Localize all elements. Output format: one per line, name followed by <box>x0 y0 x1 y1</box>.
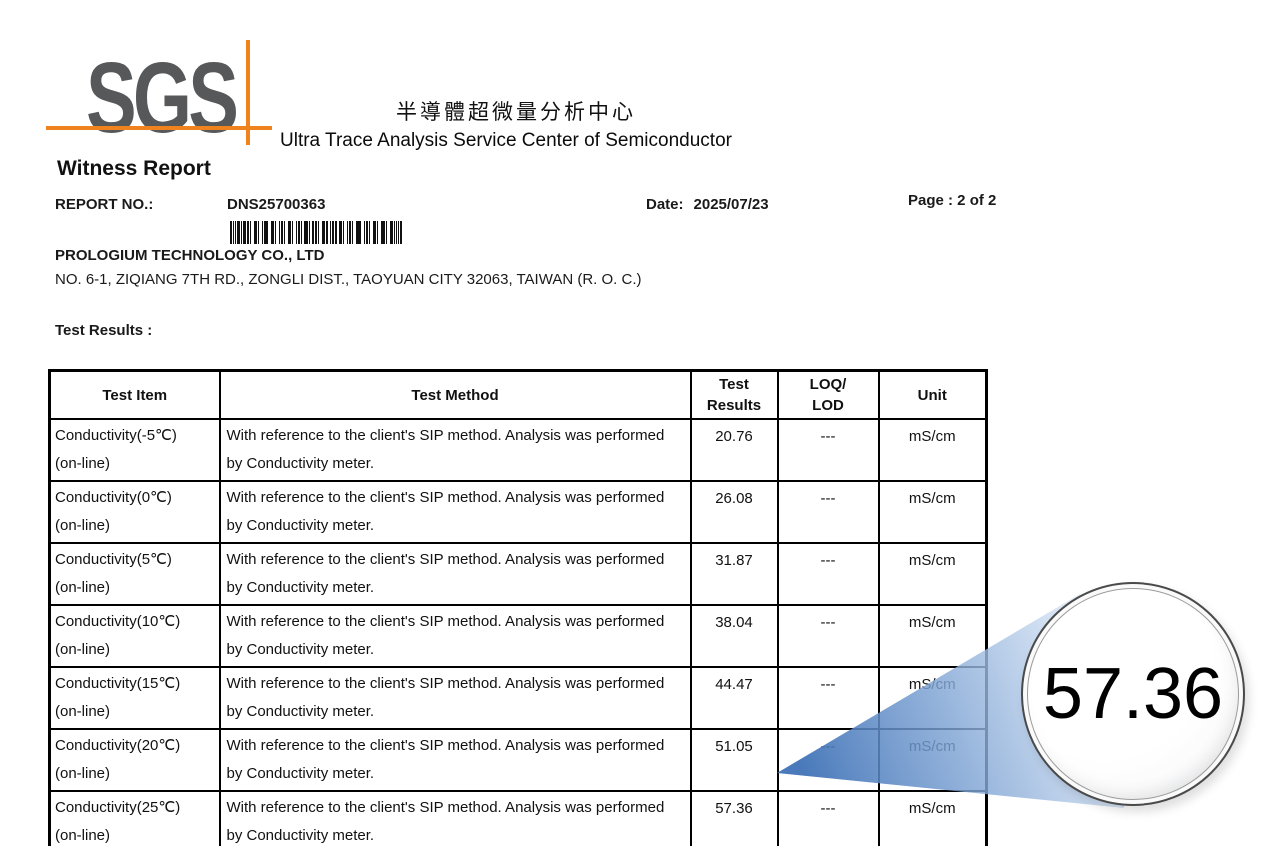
test-result-cell: 51.05 <box>689 728 779 792</box>
table-row: Conductivity(20℃) (on-line) With referenc… <box>48 728 988 792</box>
test-result-cell: 20.76 <box>689 418 779 482</box>
test-method-cell: With reference to the client's SIP metho… <box>218 728 692 792</box>
loq-lod-cell: --- <box>776 480 880 544</box>
table-row: Conductivity(-5℃) (on-line) With referenc… <box>48 418 988 482</box>
test-method-cell: With reference to the client's SIP metho… <box>218 542 692 606</box>
table-row: Conductivity(10℃) (on-line) With referenc… <box>48 604 988 668</box>
magnifier-lens: 57.36 <box>1021 582 1245 806</box>
test-result-cell: 44.47 <box>689 666 779 730</box>
test-item-cell: Conductivity(15℃) (on-line) <box>48 666 221 730</box>
test-item-cell: Conductivity(25℃) (on-line) <box>48 790 221 846</box>
test-method-cell: With reference to the client's SIP metho… <box>218 790 692 846</box>
test-item-cell: Conductivity(5℃) (on-line) <box>48 542 221 606</box>
sgs-logo: SGS <box>86 42 239 154</box>
page-indicator: Page : 2 of 2 <box>908 192 997 209</box>
company-address: NO. 6-1, ZIQIANG 7TH RD., ZONGLI DIST., … <box>55 271 642 288</box>
table-row: Conductivity(5℃) (on-line) With reference… <box>48 542 988 606</box>
test-method-cell: With reference to the client's SIP metho… <box>218 604 692 668</box>
loq-lod-cell: --- <box>776 604 880 668</box>
loq-lod-cell: --- <box>776 666 880 730</box>
col-test-method: Test Method <box>218 369 692 420</box>
test-item-cell: Conductivity(10℃) (on-line) <box>48 604 221 668</box>
table-header-row: Test Item Test Method Test Results LOQ/LO… <box>48 369 988 420</box>
loq-lod-cell: --- <box>776 728 880 792</box>
report-date: Date: 2025/07/23 <box>646 196 769 213</box>
unit-cell: mS/cm <box>877 480 988 544</box>
unit-cell: mS/cm <box>877 604 988 668</box>
col-loq-lod: LOQ/LOD <box>776 369 880 420</box>
loq-lod-cell: --- <box>776 542 880 606</box>
logo-horizontal-rule <box>46 126 272 130</box>
test-item-cell: Conductivity(-5℃) (on-line) <box>48 418 221 482</box>
table-row: Conductivity(15℃) (on-line) With referenc… <box>48 666 988 730</box>
report-title: Witness Report <box>57 157 211 180</box>
col-test-item: Test Item <box>48 369 221 420</box>
test-result-cell: 31.87 <box>689 542 779 606</box>
date-label: Date: <box>646 196 684 213</box>
test-item-cell: Conductivity(0℃) (on-line) <box>48 480 221 544</box>
test-result-cell: 38.04 <box>689 604 779 668</box>
logo-vertical-rule <box>246 40 250 145</box>
unit-cell: mS/cm <box>877 790 988 846</box>
report-no-value: DNS25700363 <box>227 196 326 213</box>
unit-cell: mS/cm <box>877 666 988 730</box>
table-row: Conductivity(25℃) (on-line) With referenc… <box>48 790 988 846</box>
table-row: Conductivity(0℃) (on-line) With reference… <box>48 480 988 544</box>
test-method-cell: With reference to the client's SIP metho… <box>218 418 692 482</box>
test-item-cell: Conductivity(20℃) (on-line) <box>48 728 221 792</box>
center-title-chinese: 半導體超微量分析中心 <box>396 100 636 124</box>
test-method-cell: With reference to the client's SIP metho… <box>218 480 692 544</box>
unit-cell: mS/cm <box>877 418 988 482</box>
results-table: Test Item Test Method Test Results LOQ/LO… <box>48 369 988 846</box>
report-no-label: REPORT NO.: <box>55 196 154 213</box>
date-value: 2025/07/23 <box>693 196 769 213</box>
company-name: PROLOGIUM TECHNOLOGY CO., LTD <box>55 247 325 264</box>
test-method-cell: With reference to the client's SIP metho… <box>218 666 692 730</box>
magnified-value: 57.36 <box>1042 654 1224 734</box>
test-result-cell: 57.36 <box>689 790 779 846</box>
unit-cell: mS/cm <box>877 728 988 792</box>
loq-lod-cell: --- <box>776 790 880 846</box>
col-unit: Unit <box>877 369 988 420</box>
test-results-label: Test Results : <box>55 322 153 339</box>
test-result-cell: 26.08 <box>689 480 779 544</box>
center-title-english: Ultra Trace Analysis Service Center of S… <box>280 130 732 151</box>
col-test-results: Test Results <box>689 369 779 420</box>
loq-lod-cell: --- <box>776 418 880 482</box>
barcode <box>230 221 402 244</box>
unit-cell: mS/cm <box>877 542 988 606</box>
